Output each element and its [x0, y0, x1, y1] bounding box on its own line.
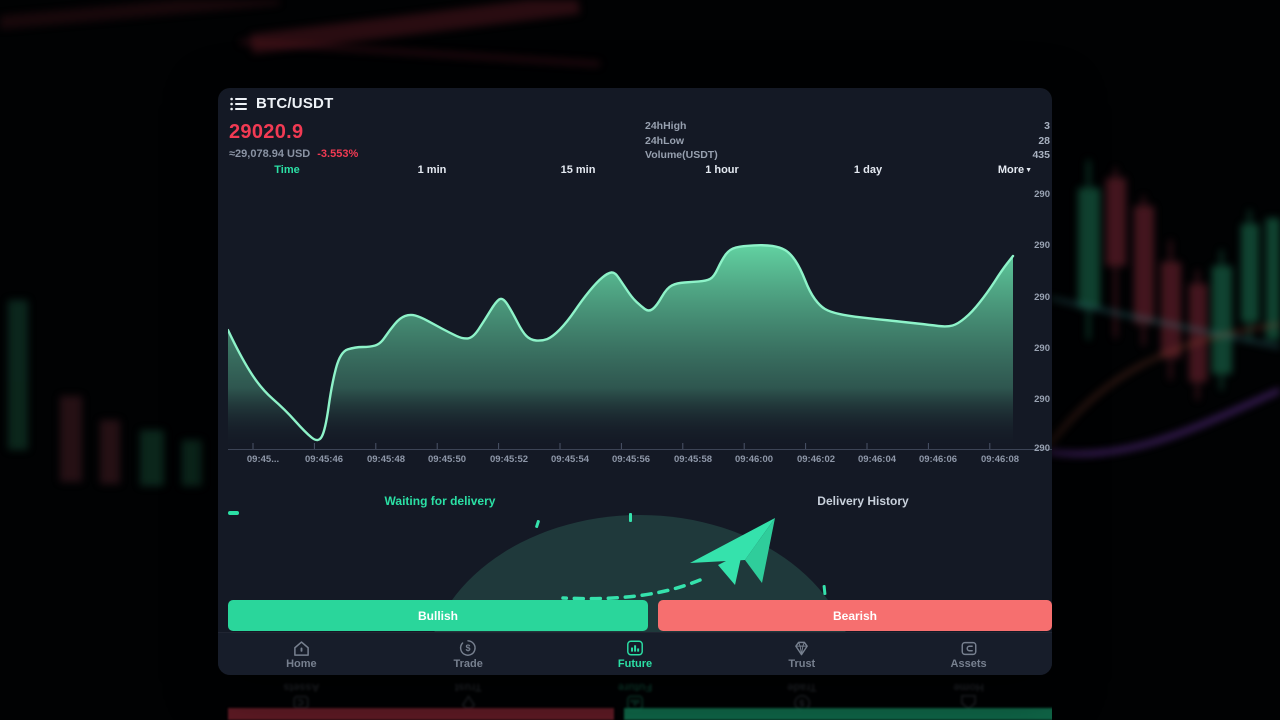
trading-app-card: BTC/USDT 29020.9 ≈29,078.94 USD -3.553% … — [218, 88, 1052, 675]
last-price: 29020.9 — [229, 121, 304, 143]
tab-more-label: More — [997, 164, 1025, 176]
change-percent: -3.553% — [317, 148, 359, 160]
reflected-label: Trust — [454, 681, 482, 694]
trust-gem-icon — [795, 641, 809, 655]
future-chart-icon — [627, 640, 643, 656]
list-menu-icon[interactable] — [230, 97, 248, 111]
tab-time[interactable]: Time — [274, 164, 300, 176]
y-axis-label: 290 — [1034, 394, 1050, 405]
x-axis-ticks — [252, 443, 991, 449]
stat-row: 24hLow 28 — [645, 134, 1050, 149]
chart-area-fill — [228, 245, 1013, 449]
stat-label: Volume(USDT) — [645, 149, 718, 161]
tab-15min[interactable]: 15 min — [560, 164, 596, 176]
bullish-button[interactable]: Bullish — [228, 600, 648, 631]
home-icon — [294, 640, 309, 656]
stat-row: 24hHigh 3 — [645, 119, 1050, 134]
x-axis-label: 09:45:46 — [304, 454, 344, 465]
action-buttons: Bullish Bearish — [218, 600, 1052, 632]
y-axis-label: 290 — [1034, 443, 1050, 454]
delivery-tab-indicator — [228, 511, 239, 515]
header: BTC/USDT — [230, 95, 333, 112]
stats-block: 24hHigh 3 24hLow 28 Volume(USDT) 435 — [645, 119, 1050, 163]
reflected-label: Assets — [283, 681, 320, 694]
assets-wallet-icon — [961, 641, 977, 655]
stat-value: 435 — [1032, 149, 1050, 161]
x-axis-label: 09:46:00 — [734, 454, 774, 465]
nav-label: Home — [286, 657, 317, 670]
reflected-label: Future — [617, 681, 653, 693]
paper-plane-icon — [561, 518, 775, 601]
interval-tabs: Time 1 min 15 min 1 hour 1 day More▼ — [218, 164, 1052, 182]
y-axis-label: 290 — [1034, 292, 1050, 303]
y-axis-label: 290 — [1034, 240, 1050, 251]
nav-label: Trade — [453, 658, 483, 670]
nav-item-assets[interactable]: Assets — [885, 633, 1052, 675]
x-axis-label: 09:46:04 — [857, 454, 897, 465]
y-axis-label: 290 — [1034, 343, 1050, 354]
nav-item-home[interactable]: Home — [218, 633, 385, 675]
price-chart[interactable] — [226, 190, 1052, 458]
nav-label: Assets — [950, 657, 987, 670]
nav-item-trade[interactable]: $ Trade — [385, 633, 552, 675]
nav-item-future[interactable]: Future — [552, 633, 719, 675]
svg-text:$: $ — [799, 698, 804, 708]
x-axis-label: 09:45:56 — [611, 454, 651, 465]
svg-text:$: $ — [466, 643, 471, 653]
bearish-button[interactable]: Bearish — [658, 600, 1052, 631]
bottom-nav: Home $ Trade Future — [218, 632, 1052, 675]
x-axis-label: 09:45:58 — [673, 454, 713, 465]
tab-1hour[interactable]: 1 hour — [705, 164, 739, 176]
usd-value: ≈29,078.94 USD — [229, 148, 311, 160]
tab-more[interactable]: More▼ — [998, 164, 1032, 176]
stat-value: 3 — [1044, 120, 1050, 132]
x-axis-label: 09:45:52 — [489, 454, 529, 465]
stat-row: Volume(USDT) 435 — [645, 148, 1050, 163]
tab-delivery-history[interactable]: Delivery History — [817, 494, 909, 508]
reflected-label: Trade — [787, 681, 817, 693]
nav-label: Future — [617, 658, 653, 670]
card-reflection-decor: Home $ Trade Future Trust Assets — [218, 675, 1052, 720]
stat-value: 28 — [1038, 134, 1050, 147]
x-axis-label: 09:46:02 — [796, 454, 836, 465]
chart-area-line — [226, 244, 1015, 442]
delivery-tabs: Waiting for delivery Delivery History — [218, 494, 1052, 512]
tab-1min[interactable]: 1 min — [417, 164, 447, 176]
price-subline: ≈29,078.94 USD -3.553% — [229, 148, 358, 160]
nav-label: Trust — [788, 657, 816, 670]
nav-item-trust[interactable]: Trust — [718, 633, 885, 675]
reflected-bearish-bar — [228, 708, 614, 720]
x-axis-label: 09:45:48 — [366, 454, 406, 465]
trade-coin-icon: $ — [460, 640, 476, 656]
stat-label: 24hHigh — [645, 120, 687, 132]
x-axis-label: 09:46:08 — [980, 454, 1020, 465]
y-axis-label: 290 — [1034, 189, 1050, 200]
reflected-bullish-bar — [624, 708, 1052, 720]
x-axis-label: 09:45... — [246, 454, 280, 465]
tab-waiting-for-delivery[interactable]: Waiting for delivery — [384, 494, 496, 508]
x-axis-labels: 09:45... 09:45:46 09:45:48 09:45:50 09:4… — [228, 454, 1052, 468]
reflected-buttons-strip — [218, 708, 1052, 720]
spark-decor — [629, 513, 632, 522]
stat-label: 24hLow — [645, 134, 685, 147]
x-axis-label: 09:45:54 — [550, 454, 590, 465]
x-axis-label: 09:45:50 — [427, 454, 467, 465]
tab-1day[interactable]: 1 day — [853, 164, 883, 176]
x-axis-label: 09:46:06 — [918, 454, 958, 465]
chevron-down-icon: ▼ — [1025, 167, 1033, 174]
reflected-label: Home — [953, 681, 984, 694]
pair-symbol: BTC/USDT — [256, 95, 334, 112]
